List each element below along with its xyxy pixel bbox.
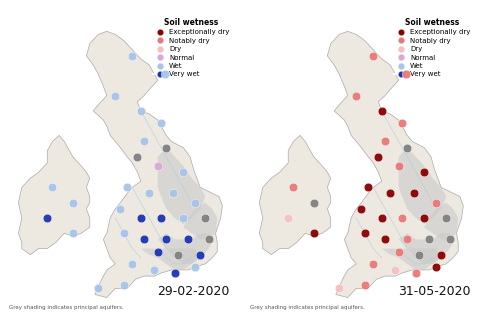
Point — [425, 237, 433, 242]
Point — [378, 215, 385, 221]
Point — [137, 108, 144, 113]
Point — [395, 163, 403, 169]
Point — [180, 170, 187, 175]
Legend: Exceptionally dry, Notably dry, Dry, Normal, Wet, Very wet: Exceptionally dry, Notably dry, Dry, Nor… — [393, 16, 472, 79]
Polygon shape — [399, 148, 446, 224]
Polygon shape — [183, 203, 217, 239]
Point — [381, 139, 389, 144]
Point — [129, 261, 136, 266]
Point — [117, 206, 124, 211]
Point — [192, 264, 199, 270]
Point — [69, 200, 77, 205]
Point — [44, 215, 51, 221]
Polygon shape — [158, 148, 205, 224]
Point — [120, 231, 128, 236]
Point — [161, 72, 168, 77]
Point — [412, 271, 420, 276]
Point — [420, 170, 428, 175]
Point — [120, 283, 128, 288]
Point — [157, 215, 165, 221]
Point — [432, 200, 440, 205]
Point — [370, 53, 377, 58]
Text: Grey shading indicates principal aquifers.: Grey shading indicates principal aquifer… — [10, 305, 124, 310]
Point — [352, 93, 360, 98]
Point — [358, 206, 365, 211]
Polygon shape — [399, 233, 455, 264]
Point — [157, 121, 165, 126]
Point — [437, 252, 445, 257]
Point — [145, 191, 153, 196]
Point — [111, 93, 119, 98]
Legend: Exceptionally dry, Notably dry, Dry, Normal, Wet, Very wet: Exceptionally dry, Notably dry, Dry, Nor… — [152, 16, 231, 79]
Point — [386, 191, 394, 196]
Point — [184, 237, 192, 242]
Point — [48, 185, 56, 190]
Point — [310, 231, 318, 236]
Point — [402, 72, 409, 77]
Polygon shape — [424, 203, 458, 239]
Polygon shape — [141, 248, 200, 270]
Point — [151, 267, 158, 273]
Point — [154, 249, 162, 254]
Point — [196, 252, 204, 257]
Point — [95, 286, 102, 291]
Point — [403, 145, 411, 150]
Point — [310, 200, 318, 205]
Point — [180, 215, 187, 221]
Point — [392, 267, 399, 273]
Text: 29-02-2020: 29-02-2020 — [157, 285, 229, 298]
Point — [446, 237, 454, 242]
Point — [123, 185, 131, 190]
Point — [398, 215, 406, 221]
Point — [361, 231, 369, 236]
Polygon shape — [259, 135, 331, 255]
Point — [410, 191, 418, 196]
Point — [69, 231, 77, 236]
Polygon shape — [18, 135, 90, 255]
Point — [403, 237, 411, 242]
Point — [129, 53, 136, 58]
Point — [162, 237, 170, 242]
Point — [192, 200, 199, 205]
Point — [140, 237, 148, 242]
Point — [398, 121, 406, 126]
Polygon shape — [327, 31, 463, 298]
Point — [174, 252, 182, 257]
Point — [415, 252, 423, 257]
Point — [162, 145, 170, 150]
Point — [370, 261, 377, 266]
Point — [154, 163, 162, 169]
Point — [202, 215, 209, 221]
Point — [284, 215, 292, 221]
Point — [336, 286, 343, 291]
Point — [361, 283, 369, 288]
Point — [205, 237, 213, 242]
Point — [381, 237, 389, 242]
Point — [364, 185, 372, 190]
Point — [169, 191, 177, 196]
Polygon shape — [86, 31, 222, 298]
Point — [432, 264, 440, 270]
Point — [137, 215, 144, 221]
Point — [395, 249, 403, 254]
Point — [443, 215, 450, 221]
Point — [289, 185, 297, 190]
Point — [133, 154, 141, 159]
Point — [171, 271, 179, 276]
Polygon shape — [382, 248, 441, 270]
Text: Grey shading indicates principal aquifers.: Grey shading indicates principal aquifer… — [251, 305, 365, 310]
Polygon shape — [158, 233, 214, 264]
Point — [378, 108, 385, 113]
Point — [140, 139, 148, 144]
Text: 31-05-2020: 31-05-2020 — [398, 285, 470, 298]
Point — [420, 215, 428, 221]
Point — [374, 154, 382, 159]
